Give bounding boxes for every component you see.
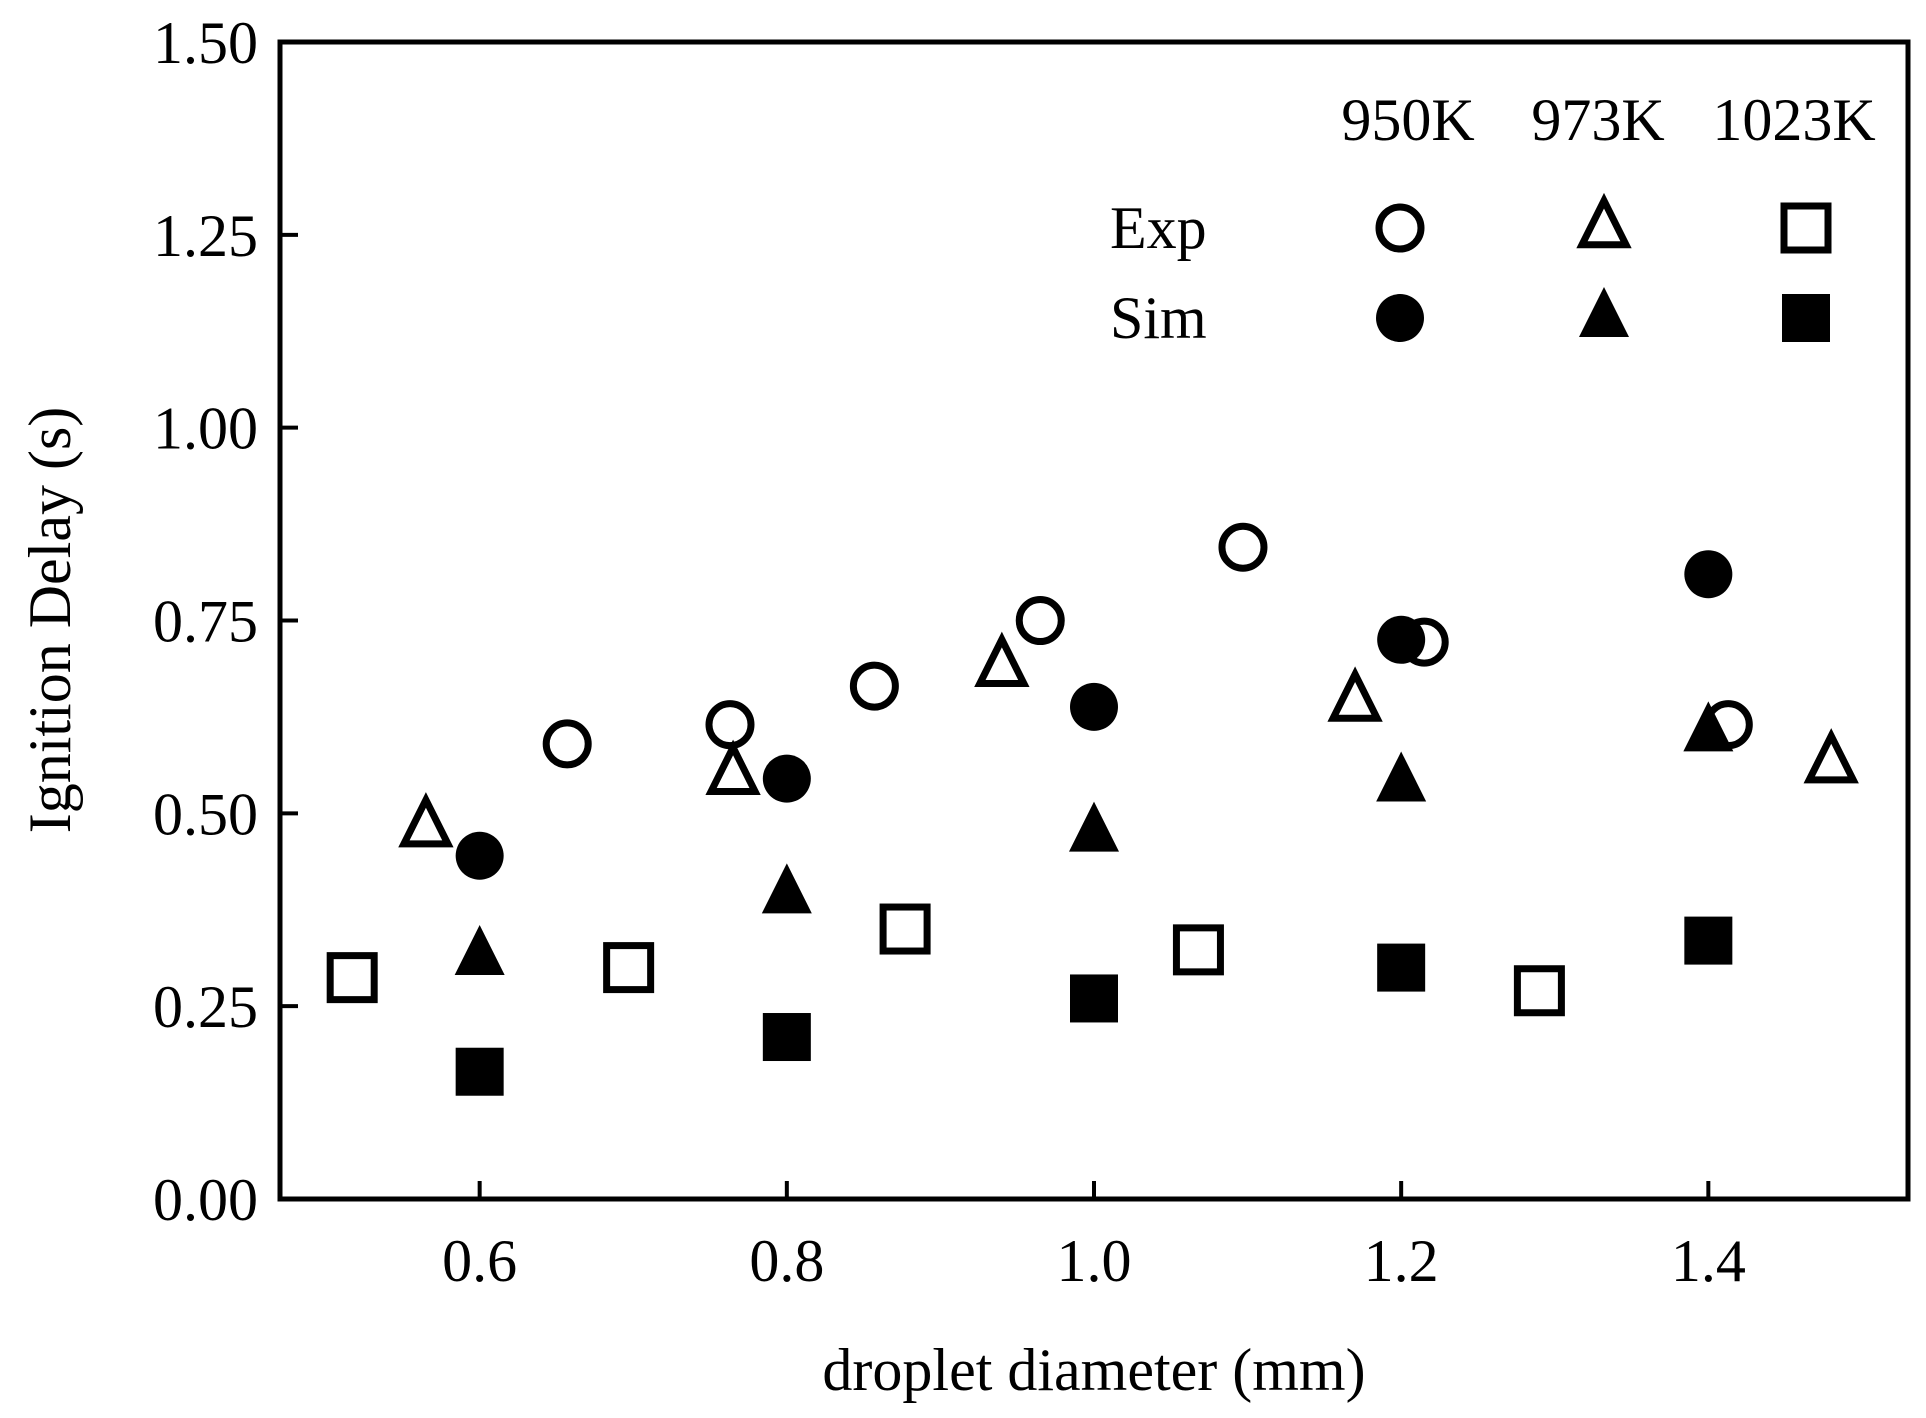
data-point-sim-973k [1683, 701, 1734, 752]
legend-marker-circle [1376, 294, 1424, 342]
data-point-sim-1023k [1070, 974, 1118, 1023]
data-point-sim-950k [1684, 550, 1733, 599]
data-point-sim-973k [1376, 751, 1427, 802]
x-tick-label: 1.4 [1671, 1228, 1746, 1294]
y-axis-ticks: 0.00 0.25 0.50 0.75 1.00 1.25 1.50 [153, 10, 298, 1233]
x-tick-label: 1.2 [1364, 1228, 1439, 1294]
legend-marker-triangle [1579, 287, 1629, 337]
legend-marker-square [1782, 294, 1830, 342]
legend-column-label: 1023K [1712, 87, 1875, 153]
legend: 950K 973K 1023K Exp Sim [1110, 87, 1876, 351]
data-point-exp-950k [542, 719, 592, 769]
data-point-sim-950k [455, 831, 504, 880]
y-tick-label: 1.25 [153, 203, 258, 269]
data-point-sim-1023k [455, 1047, 504, 1096]
data-point-exp-1023k [1513, 965, 1565, 1017]
y-axis-title: Ignition Delay (s) [17, 407, 83, 834]
y-tick-label: 0.50 [153, 781, 258, 847]
x-tick-label: 0.8 [749, 1228, 824, 1294]
legend-column-label: 973K [1531, 87, 1664, 153]
data-point-exp-1023k [326, 952, 378, 1004]
x-tick-label: 0.6 [442, 1228, 517, 1294]
data-point-exp-973k [1327, 666, 1383, 722]
y-tick-label: 0.00 [153, 1167, 258, 1233]
data-point-sim-1023k [762, 1013, 811, 1062]
y-tick-label: 1.00 [153, 396, 258, 462]
data-point-exp-1023k [1172, 924, 1224, 976]
legend-column-label: 950K [1341, 87, 1474, 153]
data-point-sim-973k [761, 863, 812, 914]
data-point-sim-1023k [1684, 916, 1733, 965]
data-point-exp-973k [705, 739, 761, 795]
data-point-exp-973k [974, 631, 1030, 687]
y-tick-label: 1.50 [153, 10, 258, 76]
data-point-sim-950k [1377, 615, 1426, 664]
data-point-exp-950k [1218, 522, 1268, 572]
plot-frame [277, 39, 1911, 1202]
x-axis-title: droplet diameter (mm) [822, 1337, 1365, 1403]
data-point-sim-950k [762, 754, 811, 803]
data-point-exp-1023k [603, 942, 655, 994]
y-tick-label: 0.25 [153, 974, 258, 1040]
x-axis-ticks: 0.6 0.8 1.0 1.2 1.4 [442, 1181, 1746, 1294]
legend-marker-triangle [1576, 192, 1632, 249]
legend-row-label: Sim [1110, 285, 1207, 351]
y-tick-label: 0.75 [153, 589, 258, 655]
legend-row-label: Exp [1110, 195, 1207, 261]
data-point-sim-973k [454, 925, 505, 976]
data-points [326, 522, 1859, 1096]
data-point-exp-950k [1015, 596, 1065, 645]
data-point-exp-950k [705, 700, 755, 750]
legend-marker-circle [1375, 203, 1425, 253]
data-point-exp-1023k [879, 903, 931, 955]
data-point-sim-950k [1070, 682, 1118, 731]
data-point-exp-950k [849, 661, 899, 711]
legend-marker-square [1780, 202, 1832, 254]
x-tick-label: 1.0 [1057, 1228, 1132, 1294]
data-point-exp-973k [1803, 728, 1859, 784]
data-point-exp-973k [398, 792, 454, 848]
data-point-sim-1023k [1377, 943, 1426, 992]
data-point-sim-973k [1069, 801, 1119, 852]
